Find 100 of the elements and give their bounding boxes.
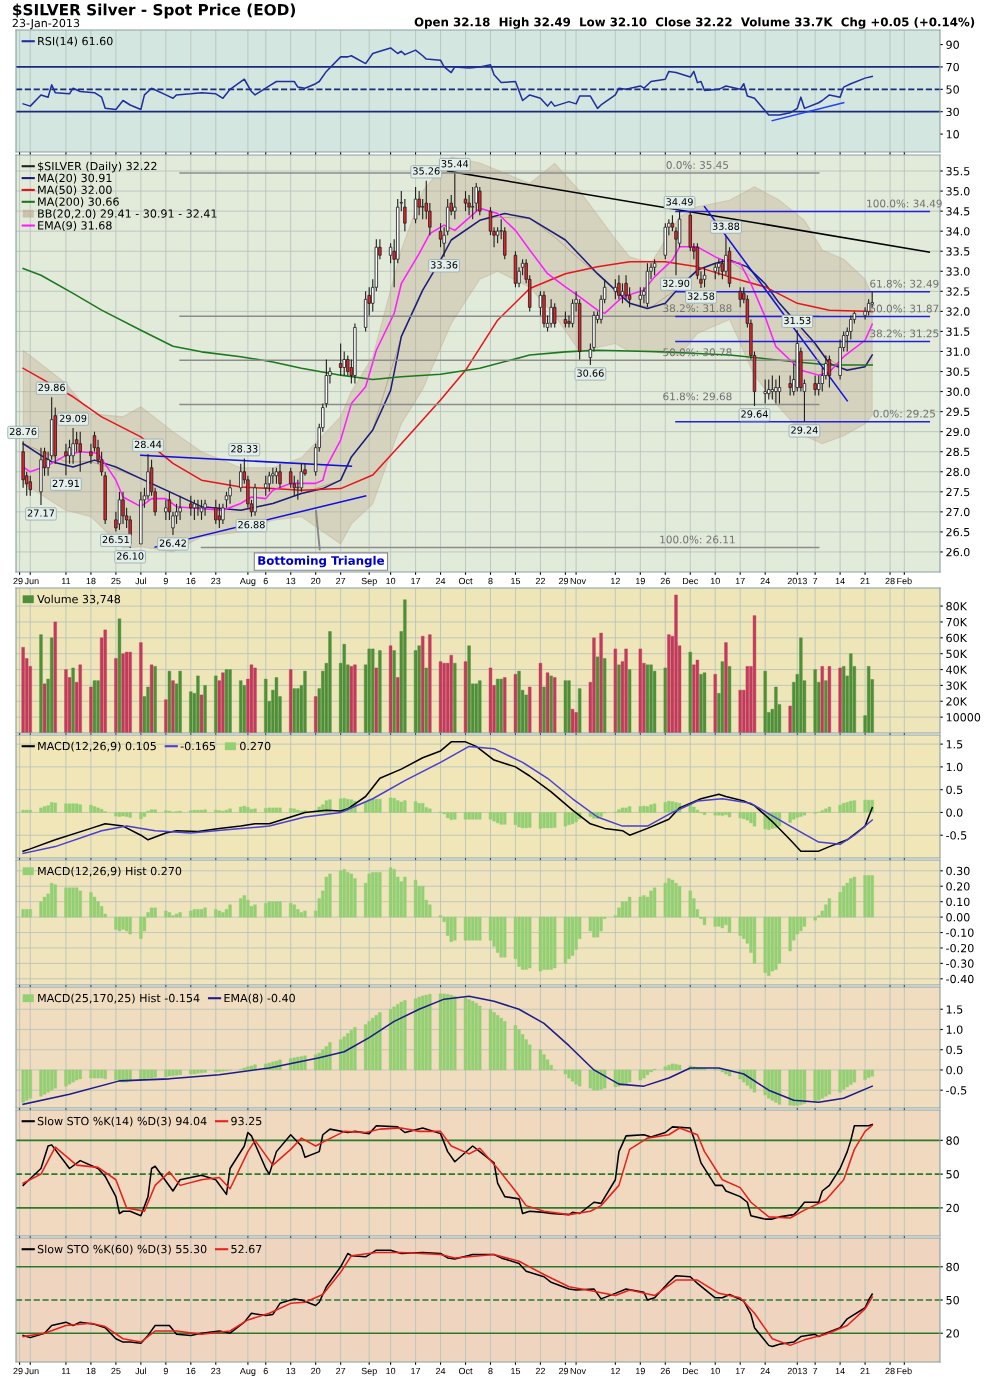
y-tick-label: 34.0 (946, 227, 970, 236)
x-tick-label: Oct (458, 1367, 473, 1375)
y-tick-label: 26.5 (946, 527, 970, 537)
y-tick-label: 33.0 (946, 267, 970, 276)
annotation: 33.88 (712, 222, 740, 230)
x-tick-label: 18 (86, 1367, 96, 1375)
legend-label: 93.25 (231, 1116, 262, 1126)
annotation: 29.64 (741, 410, 768, 418)
y-tick-label: -0.5 (946, 831, 967, 840)
annotation: 27.91 (52, 479, 79, 488)
x-tick-label: 16 (186, 1367, 196, 1375)
y-tick-label: 0.0 (946, 808, 963, 817)
y-tick-label: 29.0 (946, 427, 970, 437)
y-tick-label: 50 (946, 1295, 959, 1305)
legend-label: MA(50) 32.00 (38, 185, 112, 196)
y-tick-label: 0.5 (946, 785, 963, 795)
x-tick-label: 28 (885, 1367, 895, 1375)
y-tick-label: 35.0 (946, 187, 970, 196)
legend-label: MACD(25,170,25) Hist -0.154 (38, 993, 200, 1004)
annotation: 35.44 (441, 160, 469, 168)
annotation: 26.10 (116, 552, 144, 560)
x-tick-label: 9 (163, 1367, 168, 1375)
y-tick-label: 31.5 (946, 327, 970, 336)
y-tick-label: 35.5 (946, 167, 970, 176)
chart-title: $SILVER Silver - Spot Price (EOD) (13, 3, 296, 19)
x-tick-label: 24 (435, 577, 446, 585)
annotation: 30.66 (577, 369, 604, 377)
x-tick-label: 7 (813, 577, 818, 585)
y-tick-label: 29.5 (946, 407, 970, 416)
legend-label: RSI(14) 61.60 (38, 36, 113, 47)
chart-subtitle: 23-Jan-2013 (12, 18, 80, 30)
y-tick-label: 0.30 (946, 866, 970, 876)
y-tick-label: 30K (946, 681, 968, 690)
y-tick-label: 28.5 (946, 447, 970, 457)
annotation: 28.44 (134, 440, 162, 449)
x-tick-label: 15 (511, 577, 521, 585)
legend-label: $SILVER (Daily) 32.22 (38, 161, 157, 173)
annotation: 28.76 (9, 427, 37, 436)
y-tick-label: 10000 (946, 713, 981, 722)
x-tick-label: Nov (570, 1367, 586, 1375)
legend-label: MA(200) 30.66 (38, 197, 119, 208)
y-tick-label: 34.5 (946, 207, 970, 216)
x-tick-label: 25 (111, 1367, 121, 1375)
y-tick-label: 33.5 (946, 247, 970, 256)
y-tick-label: -0.5 (946, 1086, 967, 1095)
legend-label: EMA(8) -0.40 (224, 993, 295, 1004)
annotation: 26.51 (102, 535, 129, 544)
x-tick-label: 16 (186, 577, 196, 585)
legend-label: -0.165 (180, 741, 216, 751)
annotation: 28.33 (231, 445, 258, 453)
legend-label: MA(20) 30.91 (38, 173, 112, 184)
x-tick-label: 29 (13, 577, 23, 585)
y-tick-label: -0.10 (946, 928, 974, 937)
x-tick-label: 23 (211, 1367, 221, 1375)
x-tick-label: 18 (86, 577, 96, 585)
y-tick-label: 0.20 (946, 882, 970, 891)
x-tick-label: 25 (111, 577, 121, 585)
x-tick-label: 22 (535, 1367, 545, 1375)
annotation: 29.09 (59, 414, 87, 422)
x-tick-label: 19 (635, 577, 645, 585)
annotation: 31.53 (784, 316, 811, 325)
y-tick-label: 1.5 (946, 740, 963, 749)
y-tick-label: -0.20 (946, 943, 974, 953)
y-tick-label: 80 (946, 1136, 959, 1145)
x-tick-label: 13 (286, 1367, 296, 1375)
annotation: 32.90 (662, 279, 690, 287)
y-tick-label: 1.0 (946, 1025, 963, 1034)
y-tick-label: 0.5 (946, 1045, 963, 1055)
legend-label: 52.67 (231, 1244, 262, 1254)
x-tick-label: Feb (897, 577, 912, 585)
x-tick-label: 29 (558, 577, 569, 585)
y-tick-label: 28.0 (946, 467, 970, 477)
x-tick-label: 8 (488, 1367, 493, 1375)
y-tick-label: 32.5 (946, 287, 970, 296)
legend-label: Slow STO %K(14) %D(3) 94.04 (37, 1116, 207, 1127)
annotation: 35.26 (413, 167, 440, 175)
x-tick-label: 29 (13, 1367, 23, 1375)
y-tick-label: 70 (946, 62, 959, 72)
annotation: 38.2%: 31.88 (663, 304, 732, 313)
x-tick-label: Sep (361, 1367, 377, 1376)
x-tick-label: Jun (24, 577, 39, 585)
x-tick-label: Aug (239, 577, 256, 586)
y-tick-label: 90 (946, 40, 959, 49)
annotation: 61.8%: 29.68 (663, 392, 732, 401)
x-tick-label: 2013 (787, 577, 807, 585)
y-tick-label: 27.0 (946, 507, 970, 517)
y-tick-label: 1.0 (946, 762, 963, 772)
x-tick-label: 14 (835, 1367, 845, 1375)
y-tick-label: 50K (946, 649, 968, 659)
x-tick-label: 17 (411, 577, 421, 585)
x-tick-label: 24 (760, 577, 770, 585)
annotation: 38.2%: 31.25 (870, 329, 939, 338)
x-tick-label: Aug (239, 1367, 256, 1376)
y-tick-label: 70K (946, 617, 968, 627)
annotation: 100.0%: 26.11 (660, 535, 735, 544)
x-tick-label: Dec (682, 577, 699, 585)
annotation: 0.0%: 29.25 (873, 409, 935, 418)
annotation: 26.88 (238, 521, 265, 529)
x-tick-label: Sep (361, 577, 377, 586)
annotation: 100.0%: 34.49 (867, 199, 942, 208)
